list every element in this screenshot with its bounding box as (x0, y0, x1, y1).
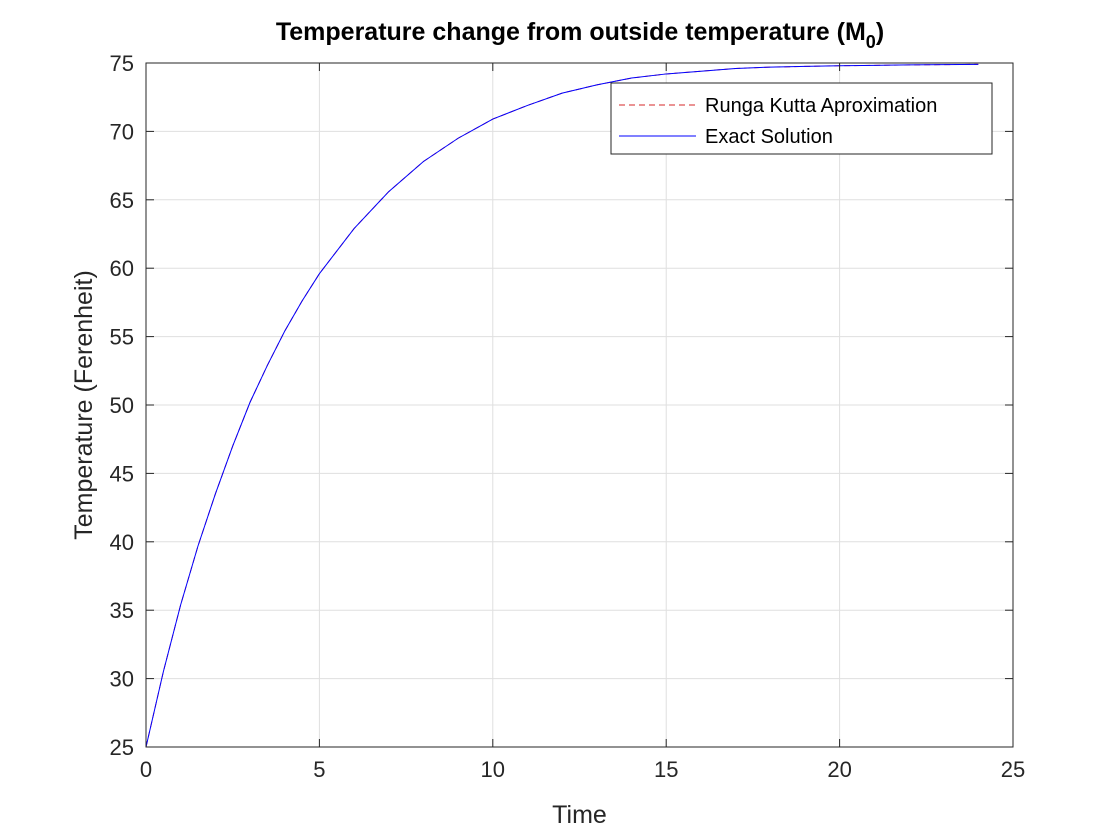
x-tick-label: 5 (313, 757, 325, 782)
chart-title: Temperature change from outside temperat… (276, 18, 884, 52)
legend-box (610, 82, 993, 155)
y-tick-label: 25 (110, 735, 134, 760)
y-tick-label: 70 (110, 119, 134, 144)
y-tick-label: 40 (110, 530, 134, 555)
y-tick-label: 45 (110, 461, 134, 486)
legend-entry-exact-solution: Exact Solution (705, 126, 833, 148)
chart-title-main: Temperature change from outside temperat… (276, 18, 866, 46)
y-tick-label: 30 (110, 667, 134, 692)
y-tick-label: 50 (110, 393, 134, 418)
x-tick-label: 15 (654, 757, 678, 782)
y-tick-label: 75 (110, 51, 134, 76)
chart-title-subscript: 0 (866, 32, 876, 52)
y-tick-label: 55 (110, 325, 134, 350)
x-tick-label: 10 (481, 757, 505, 782)
x-tick-label: 20 (827, 757, 851, 782)
x-axis-label: Time (552, 801, 607, 829)
y-tick-label: 35 (110, 598, 134, 623)
series-exact-solution-line (145, 63, 979, 748)
y-axis-label: Temperature (Ferenheit) (70, 270, 98, 540)
legend: Runga Kutta Aproximation Exact Solution (610, 82, 993, 155)
y-tick-label: 65 (110, 188, 134, 213)
chart-title-suffix: ) (876, 18, 884, 46)
plot-area (145, 63, 979, 748)
x-tick-label: 25 (1001, 757, 1025, 782)
y-tick-label: 60 (110, 256, 134, 281)
grid (145, 62, 1014, 748)
legend-entry-runga-kutta: Runga Kutta Aproximation (705, 95, 937, 117)
axis-ticks: 0 5 10 15 20 25 25 30 35 40 45 50 55 60 65 70 75 (110, 51, 1026, 782)
x-tick-label: 0 (140, 757, 152, 782)
